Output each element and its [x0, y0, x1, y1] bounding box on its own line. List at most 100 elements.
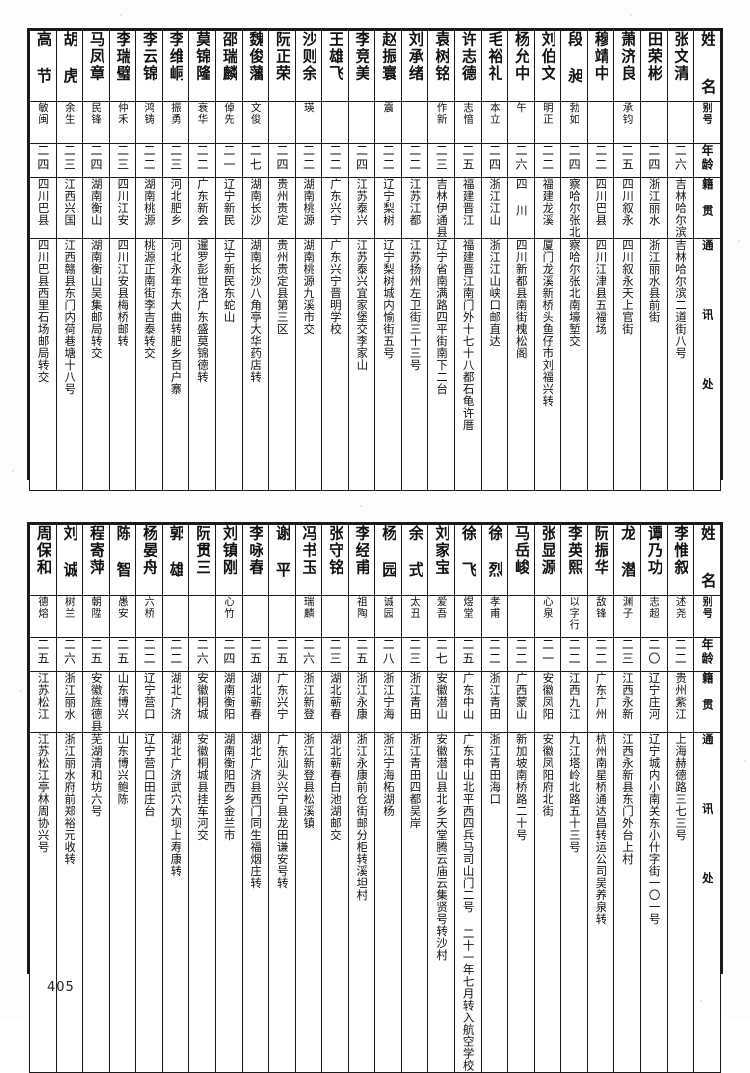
cell-origin: 浙江青田 [400, 671, 429, 733]
age-text: 二三 [408, 638, 421, 666]
origin-text: 浙江宁海 [382, 672, 394, 720]
origin-text: 吉林伊通县 [435, 178, 448, 238]
row-header-address: 通 讯 处 [693, 732, 721, 1073]
alias-text: 本立 [488, 102, 500, 125]
cell-age: 二二 [135, 143, 163, 178]
cell-alias: 承钧 [613, 101, 641, 144]
cell-alias: 午 [507, 101, 535, 144]
row-header-name: 姓 名 [693, 30, 721, 102]
cell-name: 刘 诚 [55, 524, 84, 596]
cell-age: 二六 [55, 637, 84, 672]
address-text: 广东中山北平西四兵马司山门二号 二十一年七月转入航空学校 [461, 733, 474, 1072]
cell-name: 王雄飞 [321, 30, 349, 102]
origin-text: 辽宁梨树 [382, 178, 394, 226]
origin-text: 浙江青田 [408, 672, 421, 720]
age-text: 二六 [514, 144, 528, 172]
address-text: 江西永新县东门外台上村 [621, 733, 634, 865]
address-text: 湖南桃源九溪市交 [302, 239, 315, 335]
cell-age: 二二 [533, 143, 562, 178]
alias-text: 敏闽 [37, 102, 49, 125]
cell-alias: 述尧 [666, 595, 695, 638]
cell-age: 二三 [613, 637, 641, 672]
age-text: 二五 [275, 638, 288, 666]
row-header-label: 籍 贯 [701, 672, 713, 711]
cell-age: 二三 [108, 143, 137, 178]
origin-text: 四 川 [515, 178, 527, 217]
cell-age: 二四 [560, 143, 588, 178]
origin-text: 山东博兴 [116, 672, 129, 720]
cell-origin: 四 川 [507, 177, 535, 239]
cell-address: 吉林哈尔滨二道街八号 [666, 238, 695, 491]
cell-alias: 作新 [427, 101, 455, 144]
age-text: 二二 [514, 638, 528, 666]
alias-text: 余生 [63, 102, 75, 125]
origin-text: 江苏泰兴 [355, 178, 368, 226]
table-row-age: 二五 二六 二五 二五 二二 二二 二六 二四 二五 二五 二六 二三 二五 二八 二三 二七 二五 二二 二二 二一… [29, 637, 721, 672]
origin-text: 四川江安 [116, 178, 129, 226]
alias-text: 明正 [542, 102, 553, 125]
cell-name: 余 式 [400, 524, 429, 596]
table-row-age: 二四 二三 二四 二三 二二 二三 二二 二一 二七 二四 二二 二二 二四 二二 二二 二三 二五 二四 二六 二二… [29, 143, 721, 178]
cell-origin: 安徽旌德县 [82, 671, 110, 733]
name-text: 谭乃功 [645, 525, 662, 576]
age-text: 二三 [435, 144, 448, 172]
cell-name: 杨允中 [507, 30, 535, 102]
age-text: 二三 [328, 638, 342, 666]
cell-address: 杭州南星桥通达昌转运公司吴养泉转 [586, 732, 615, 1073]
row-header-address: 通 讯 处 [693, 238, 721, 491]
scan-speck [700, 1000, 702, 1002]
cell-origin: 浙江永康 [347, 671, 376, 733]
cell-name: 李咏春 [241, 524, 270, 596]
address-text: 新加坡南桥路二十号 [515, 733, 527, 841]
cell-name: 龙 潜 [613, 524, 641, 596]
address-text: 广东兴宁晋明学校 [329, 239, 341, 335]
alias-text: 孝甫 [488, 596, 500, 619]
cell-origin: 辽宁营口 [135, 671, 163, 733]
address-text: 察哈尔张北南壕堑交 [568, 239, 580, 347]
cell-origin: 辽宁梨树 [374, 177, 402, 239]
origin-text: 浙江永康 [355, 672, 368, 720]
cell-name: 阮正荣 [268, 30, 296, 102]
cell-origin: 辽宁新民 [214, 177, 243, 239]
age-text: 二二 [142, 144, 156, 172]
cell-address: 察哈尔张北南壕堑交 [560, 238, 588, 491]
cell-alias: 震 [374, 101, 402, 144]
alias-text: 以字行 [568, 596, 580, 631]
cell-address: 浙江宁海柘湖杨 [374, 732, 402, 1073]
cell-origin: 浙江宁海 [374, 671, 402, 733]
cell-origin: 广东兴宁 [268, 671, 296, 733]
cell-name: 阮贯三 [188, 524, 216, 596]
origin-text: 江苏松江 [36, 672, 49, 720]
cell-address: 厦门龙溪新桥头鱼仔市刘福兴转 [533, 238, 562, 491]
origin-text: 贵州紫江 [674, 672, 687, 720]
table-row-origin: 四川巴县 江西兴国 湖南衡山 四川江安 湖南桃源 河北肥乡 广东新会 辽宁新民 湖南长沙 贵州贵定… [29, 177, 721, 239]
alias-text: 述尧 [674, 596, 686, 619]
cell-age: 二八 [374, 637, 402, 672]
cell-address: 浙江青田海口 [480, 732, 509, 1073]
age-text: 二二 [196, 144, 209, 172]
cell-alias [639, 101, 668, 144]
name-text: 杨允中 [513, 31, 529, 82]
cell-address: 江苏松江亭林周协兴号 [29, 732, 57, 1073]
age-text: 二七 [249, 144, 262, 172]
address-text: 四川巴县西里石场邮局转交 [36, 239, 49, 383]
row-header-label: 年龄 [700, 638, 714, 666]
cell-address: 桃源正南街李吉泰转交 [135, 238, 163, 491]
cell-address: 四川巴县西里石场邮局转交 [29, 238, 57, 491]
cell-age: 二六 [188, 637, 216, 672]
cell-name: 李维峒 [161, 30, 190, 102]
cell-name: 张显源 [533, 524, 562, 596]
cell-address: 上海赫德路三七三号 [666, 732, 695, 1073]
address-text: 四川新都县南街槐松阁 [515, 239, 527, 359]
cell-name: 陈 智 [108, 524, 137, 596]
scanned-page: 高 节胡 虎马凤章 李瑞璧 李云锦 李维峒 莫锦隆 邵瑞麟 魏俊藩 阮正荣 沙则余 王雄飞 李竞美赵… [12, 14, 746, 1073]
cell-origin: 浙江丽水 [55, 671, 84, 733]
cell-origin: 江苏江都 [400, 177, 429, 239]
cell-origin: 湖北蕲春 [321, 671, 349, 733]
cell-address: 广东中山北平西四兵马司山门二号 二十一年七月转入航空学校 [454, 732, 482, 1073]
alias-text: 愚安 [117, 596, 128, 619]
cell-address: 暹罗彭世洛广东盛莫锦德转 [188, 238, 216, 491]
cell-age: 二五 [29, 637, 57, 672]
cell-origin: 福建晋江 [454, 177, 482, 239]
row-header-label: 姓 名 [699, 525, 715, 595]
